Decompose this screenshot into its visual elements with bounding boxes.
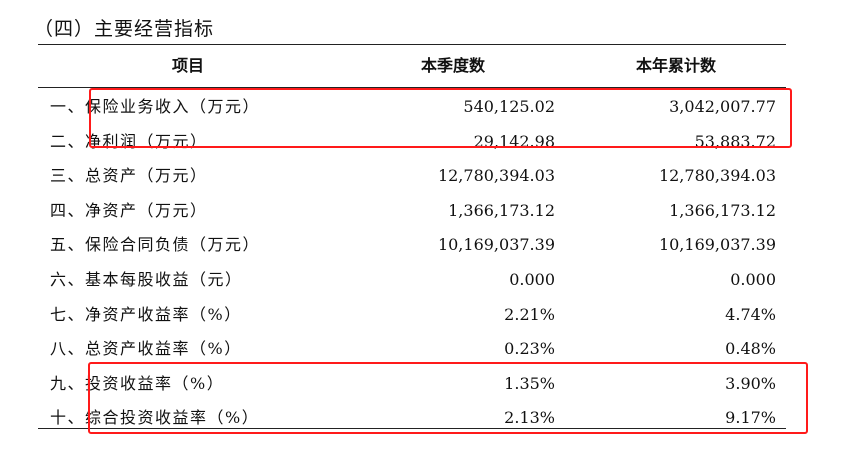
table-row: 八、总资产收益率（%） 0.23% 0.48% [0, 332, 866, 367]
row-quarter-value: 2.21% [504, 304, 555, 324]
table-row: 五、保险合同负债（万元） 10,169,037.39 10,169,037.39 [0, 228, 866, 263]
row-label: 五、保险合同负债（万元） [50, 235, 261, 255]
table-row: 三、总资产（万元） 12,780,394.03 12,780,394.03 [0, 159, 866, 194]
table-row: 六、基本每股收益（元） 0.000 0.000 [0, 263, 866, 298]
table-top-rule [38, 44, 786, 45]
table-bottom-rule [38, 428, 786, 429]
row-label: 六、基本每股收益（元） [50, 269, 243, 289]
highlight-box-investment-yield [88, 362, 808, 434]
row-label: 三、总资产（万元） [50, 166, 208, 186]
column-header-item: 项目 [171, 56, 204, 75]
row-ytd-value: 4.74% [725, 304, 776, 324]
table-row: 十、综合投资收益率（%） 2.13% 9.17% [0, 401, 866, 436]
table-row: 七、净资产收益率（%） 2.21% 4.74% [0, 298, 866, 333]
row-quarter-value: 540,125.02 [463, 97, 555, 116]
row-quarter-value: 2.13% [504, 408, 555, 428]
row-ytd-value: 0.48% [725, 339, 776, 359]
row-quarter-value: 0.23% [504, 339, 555, 359]
row-quarter-value: 1,366,173.12 [448, 200, 555, 220]
row-ytd-value: 10,169,037.39 [658, 235, 776, 255]
row-ytd-value: 9.17% [725, 408, 776, 428]
row-ytd-value: 53,883.72 [694, 131, 776, 151]
row-label: 八、总资产收益率（%） [50, 339, 242, 359]
row-ytd-value: 12,780,394.03 [658, 166, 776, 186]
row-quarter-value: 29,142.98 [473, 131, 555, 151]
table-header-rule [38, 87, 786, 88]
row-quarter-value: 1.35% [504, 373, 555, 393]
row-ytd-value: 1,366,173.12 [669, 200, 776, 220]
table-body: 一、保险业务收入（万元） 540,125.02 3,042,007.77 二、净… [0, 90, 866, 436]
row-ytd-value: 3,042,007.77 [669, 97, 776, 116]
highlight-box-income-profit [89, 88, 792, 148]
table-row: 四、净资产（万元） 1,366,173.12 1,366,173.12 [0, 194, 866, 229]
row-label: 九、投资收益率（%） [50, 373, 225, 393]
row-quarter-value: 10,169,037.39 [437, 235, 555, 255]
section-title: （四）主要经营指标 [34, 18, 215, 40]
table-row: 一、保险业务收入（万元） 540,125.02 3,042,007.77 [0, 90, 866, 125]
row-label: 四、净资产（万元） [50, 200, 208, 220]
row-quarter-value: 0.000 [509, 269, 555, 289]
column-header-quarter: 本季度数 [420, 56, 485, 75]
row-ytd-value: 3.90% [725, 373, 776, 393]
row-label: 十、综合投资收益率（%） [50, 408, 260, 428]
table-row: 九、投资收益率（%） 1.35% 3.90% [0, 367, 866, 402]
row-quarter-value: 12,780,394.03 [437, 166, 555, 186]
row-ytd-value: 0.000 [730, 269, 776, 289]
row-label: 七、净资产收益率（%） [50, 304, 242, 324]
row-label: 一、保险业务收入（万元） [50, 97, 261, 116]
column-header-ytd: 本年累计数 [635, 56, 716, 75]
